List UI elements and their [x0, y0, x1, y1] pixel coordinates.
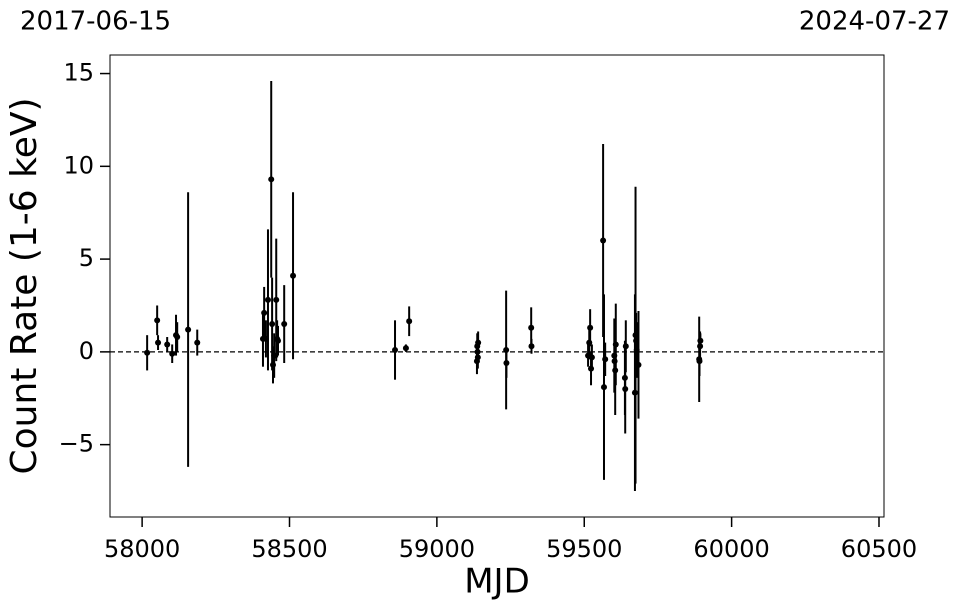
data-point [600, 384, 607, 391]
y-axis-label: Count Rate (1-6 keV) [4, 97, 45, 474]
data-point [474, 354, 481, 361]
data-point [174, 334, 181, 341]
data-point [392, 347, 399, 354]
data-point [269, 321, 276, 328]
start-date: 2017-06-15 [20, 7, 171, 37]
data-point [185, 326, 192, 333]
y-tick-label: 0 [79, 337, 94, 365]
data-point [612, 341, 619, 348]
data-point [261, 309, 268, 316]
data-point [144, 349, 151, 356]
y-tick-label: −5 [59, 430, 94, 458]
plot-frame [109, 54, 885, 518]
x-tick-label: 60500 [841, 535, 917, 563]
data-point [264, 296, 271, 303]
y-tick-label: 10 [63, 151, 94, 179]
data-point [528, 343, 535, 350]
data-point [281, 321, 288, 328]
data-point [622, 343, 629, 350]
data-point [587, 324, 594, 331]
data-point [622, 385, 629, 392]
data-point [406, 318, 413, 325]
data-point [273, 296, 280, 303]
x-tick-label: 60000 [693, 535, 769, 563]
data-point [635, 361, 642, 368]
data-point [268, 176, 275, 183]
data-point [290, 272, 297, 279]
data-point [275, 337, 282, 344]
x-tick-label: 59000 [399, 535, 475, 563]
end-date: 2024-07-27 [799, 7, 950, 37]
x-axis-label: MJD [464, 562, 530, 602]
x-tick-label: 58000 [104, 535, 180, 563]
data-point [164, 341, 171, 348]
data-point [528, 324, 535, 331]
data-point [600, 237, 607, 244]
y-tick-label: 15 [63, 59, 94, 87]
data-point [602, 356, 609, 363]
y-tick-label: 5 [79, 244, 94, 272]
data-point [697, 337, 704, 344]
x-tick-label: 59500 [546, 535, 622, 563]
data-point [402, 345, 409, 352]
data-point [154, 317, 161, 324]
data-point [588, 354, 595, 361]
data-point [503, 360, 510, 366]
data-point [169, 350, 176, 357]
data-point [155, 339, 162, 346]
data-point [194, 339, 201, 346]
data-point [475, 339, 482, 346]
x-tick-label: 58500 [251, 535, 327, 563]
